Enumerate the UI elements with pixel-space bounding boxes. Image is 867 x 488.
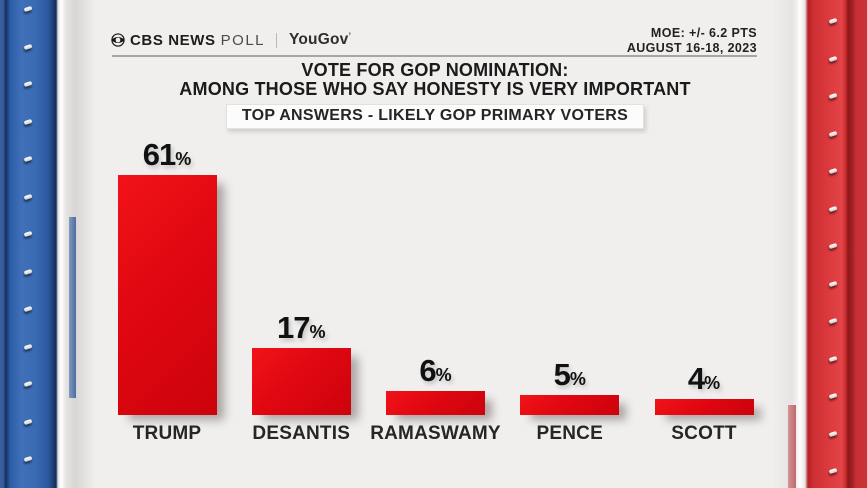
bar-group-pence: 5% PENCE: [503, 357, 637, 444]
bar-group-trump: 61% TRUMP: [100, 137, 234, 444]
right-pillar-decoration: [772, 0, 867, 488]
brand-cbs-news: CBS NEWS: [130, 31, 216, 49]
bar-value-label: 6%: [419, 353, 452, 388]
brand-poll: POLL: [220, 31, 265, 49]
margin-of-error-block: MOE: +/- 6.2 PTS AUGUST 16-18, 2023: [627, 26, 757, 56]
bar: [117, 175, 217, 415]
poll-dates: AUGUST 16-18, 2023: [626, 40, 757, 55]
title-block: VOTE FOR GOP NOMINATION: AMONG THOSE WHO…: [95, 60, 775, 130]
chart-title-line2: AMONG THOSE WHO SAY HONESTY IS VERY IMPO…: [179, 78, 691, 99]
header-divider-line: [112, 55, 757, 57]
trademark-mark: ’: [348, 31, 352, 41]
left-pillar-decoration: [0, 0, 95, 488]
bar-group-desantis: 17% DESANTIS: [234, 310, 368, 444]
bar-category-label: SCOTT: [671, 423, 737, 444]
bar-value-label: 5%: [553, 357, 586, 392]
chart-title-line1: VOTE FOR GOP NOMINATION:: [301, 60, 569, 80]
bar-value-label: 17%: [277, 310, 326, 345]
bar-category-label: RAMASWAMY: [370, 423, 501, 444]
bar: [251, 348, 351, 415]
bar-category-label: DESANTIS: [252, 423, 351, 444]
brand-lockup: CBS NEWS POLL YouGov’: [111, 30, 351, 50]
bar: [654, 399, 754, 415]
brand-yougov: YouGov’: [289, 31, 352, 48]
chart-subtitle-badge: TOP ANSWERS - LIKELY GOP PRIMARY VOTERS: [225, 104, 645, 130]
bar: [520, 395, 620, 415]
bar-value-label: 4%: [687, 361, 721, 396]
bar-value-label: 61%: [142, 137, 192, 172]
bar-group-ramaswamy: 6% RAMASWAMY: [369, 353, 503, 444]
cbs-eye-icon: [111, 33, 125, 47]
bar-group-scott: 4% SCOTT: [637, 361, 771, 444]
bar: [386, 391, 485, 415]
moe-line: MOE: +/- 6.2 PTS: [650, 26, 757, 40]
left-accent-strip: [69, 217, 76, 398]
bar-category-label: TRUMP: [132, 423, 202, 444]
right-accent-strip: [788, 405, 796, 488]
bar-category-label: PENCE: [536, 423, 603, 444]
brand-divider: [276, 32, 277, 48]
